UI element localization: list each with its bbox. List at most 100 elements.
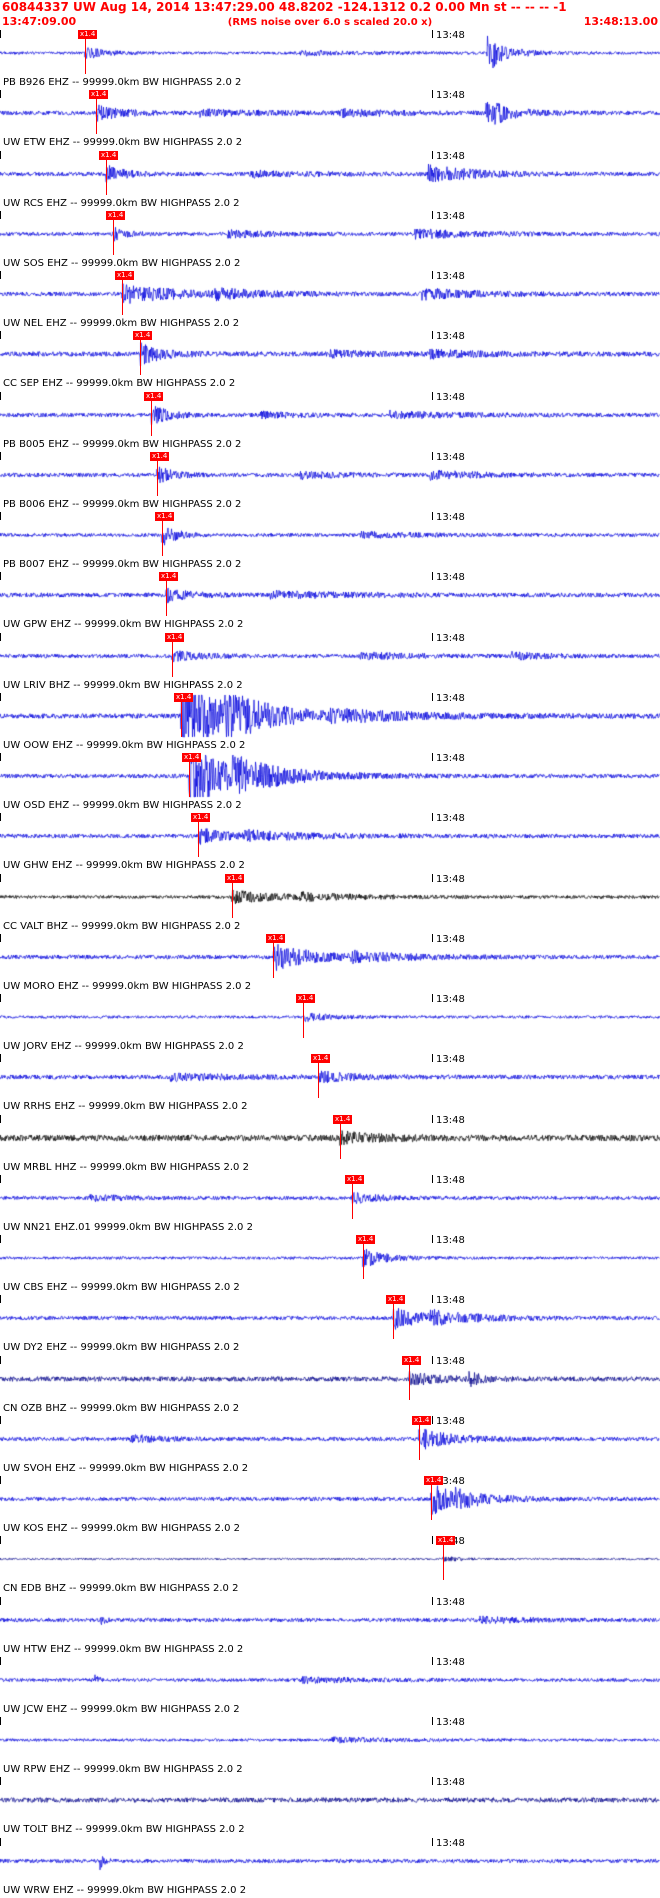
waveform-canvas[interactable] xyxy=(0,512,660,558)
pick-flag[interactable]: x1.4 xyxy=(144,391,164,401)
pick-flag[interactable]: x1.4 xyxy=(356,1235,376,1244)
pick-flag[interactable]: x1.4 xyxy=(106,210,126,220)
station-label: UW OSD EHZ -- 99999.0km BW HIGHPASS 2.0 … xyxy=(3,800,242,811)
waveform-canvas[interactable] xyxy=(0,1476,660,1522)
trace-row: 13:48 x1.4 UW OSD EHZ -- 99999.0km BW HI… xyxy=(0,753,660,813)
waveform-canvas[interactable] xyxy=(0,1536,660,1583)
row-start-tick xyxy=(0,331,1,340)
pick-line xyxy=(303,1003,304,1038)
pick-flag[interactable]: x1.4 xyxy=(311,1054,331,1064)
pick-flag[interactable]: x1.4 xyxy=(155,512,175,521)
pick-line xyxy=(157,460,158,496)
pick-flag[interactable]: x1.4 xyxy=(296,994,316,1003)
waveform-canvas[interactable] xyxy=(0,90,660,137)
pick-flag[interactable]: x1.4 xyxy=(436,1536,456,1546)
waveform-canvas[interactable] xyxy=(0,271,660,317)
pick-flag[interactable]: x1.4 xyxy=(345,1174,365,1184)
waveform-canvas[interactable] xyxy=(0,1415,660,1462)
time-tick-label: 13:48 xyxy=(436,1235,465,1246)
waveform-canvas[interactable] xyxy=(0,1596,660,1643)
waveform-canvas[interactable] xyxy=(0,873,660,920)
waveform-canvas[interactable] xyxy=(0,753,660,799)
minute-tick xyxy=(432,1717,433,1725)
waveform-canvas[interactable] xyxy=(0,451,660,498)
trace-row: 13:48 x1.4 UW MRBL HHZ -- 99999.0km BW H… xyxy=(0,1114,660,1175)
waveform-canvas[interactable] xyxy=(0,1355,660,1402)
waveform-canvas[interactable] xyxy=(0,1295,660,1342)
pick-line xyxy=(172,641,173,677)
waveform-canvas[interactable] xyxy=(0,933,660,980)
row-start-tick xyxy=(0,391,1,400)
minute-tick xyxy=(432,1114,433,1123)
time-tick-label: 13:48 xyxy=(436,1114,465,1126)
trace-row: 13:48 x1.4 UW DY2 EHZ -- 99999.0km BW HI… xyxy=(0,1295,660,1355)
waveform-canvas[interactable] xyxy=(0,331,660,378)
row-start-tick xyxy=(0,150,1,159)
pick-line xyxy=(85,39,86,74)
pick-flag[interactable]: x1.4 xyxy=(89,90,109,100)
pick-flag[interactable]: x1.4 xyxy=(115,271,135,280)
minute-tick xyxy=(432,632,433,641)
pick-flag[interactable]: x1.4 xyxy=(266,933,286,943)
pick-flag[interactable]: x1.4 xyxy=(225,873,245,883)
time-tick-label: 13:48 xyxy=(436,1174,465,1186)
pick-line xyxy=(181,701,182,737)
station-label: UW MORO EHZ -- 99999.0km BW HIGHPASS 2.0… xyxy=(3,980,252,992)
pick-flag[interactable]: x1.4 xyxy=(182,753,202,762)
waveform-canvas[interactable] xyxy=(0,813,660,860)
waveform-canvas[interactable] xyxy=(0,210,660,257)
pick-flag[interactable]: x1.4 xyxy=(78,30,98,39)
waveform-canvas[interactable] xyxy=(0,692,660,739)
station-label: CN EDB BHZ -- 99999.0km BW HIGHPASS 2.0 … xyxy=(3,1583,239,1595)
waveform-canvas[interactable] xyxy=(0,1114,660,1161)
pick-flag[interactable]: x1.4 xyxy=(150,451,170,461)
trace-row: 13:48 x1.4 UW NN21 EHZ.01 99999.0km BW H… xyxy=(0,1174,660,1235)
pick-line xyxy=(140,340,141,376)
row-start-tick xyxy=(0,753,1,761)
pick-flag[interactable]: x1.4 xyxy=(191,813,211,823)
waveform-canvas[interactable] xyxy=(0,632,660,679)
time-tick-label: 13:48 xyxy=(436,271,465,282)
waveform-canvas[interactable] xyxy=(0,1235,660,1281)
waveform-canvas[interactable] xyxy=(0,391,660,438)
pick-flag[interactable]: x1.4 xyxy=(133,331,153,341)
time-tick-label: 13:48 xyxy=(436,331,465,343)
row-start-tick xyxy=(0,1174,1,1183)
pick-flag[interactable]: x1.4 xyxy=(159,572,179,582)
row-start-tick xyxy=(0,210,1,219)
pick-flag[interactable]: x1.4 xyxy=(402,1355,422,1365)
scale-note: (RMS noise over 6.0 s scaled 20.0 x) xyxy=(227,17,433,28)
row-start-tick xyxy=(0,1777,1,1786)
waveform-canvas[interactable] xyxy=(0,572,660,619)
waveform-canvas[interactable] xyxy=(0,1717,660,1763)
pick-flag[interactable]: x1.4 xyxy=(174,692,194,702)
time-tick-label: 13:48 xyxy=(436,933,465,945)
row-start-tick xyxy=(0,1536,1,1545)
time-tick-label: 13:48 xyxy=(436,632,465,644)
waveform-canvas[interactable] xyxy=(0,1777,660,1824)
waveform-canvas[interactable] xyxy=(0,994,660,1040)
row-start-tick xyxy=(0,572,1,581)
pick-flag[interactable]: x1.4 xyxy=(412,1415,432,1425)
pick-line xyxy=(431,1485,432,1520)
waveform-canvas[interactable] xyxy=(0,1656,660,1703)
waveform-canvas[interactable] xyxy=(0,30,660,76)
window-start-time: 13:47:09.00 xyxy=(2,15,77,28)
pick-flag[interactable]: x1.4 xyxy=(386,1295,406,1305)
time-tick-label: 13:48 xyxy=(436,1054,465,1066)
waveform-canvas[interactable] xyxy=(0,1837,660,1884)
pick-flag[interactable]: x1.4 xyxy=(165,632,185,642)
waveform-canvas[interactable] xyxy=(0,1174,660,1221)
pick-flag[interactable]: x1.4 xyxy=(333,1114,353,1124)
time-tick-label: 13:48 xyxy=(436,451,465,463)
pick-line xyxy=(106,159,107,195)
station-label: UW LRIV BHZ -- 99999.0km BW HIGHPASS 2.0… xyxy=(3,679,243,691)
pick-flag[interactable]: x1.4 xyxy=(424,1476,444,1485)
minute-tick xyxy=(432,90,433,99)
pick-flag[interactable]: x1.4 xyxy=(99,150,119,160)
time-window-bar: 13:47:09.00 (RMS noise over 6.0 s scaled… xyxy=(0,15,660,30)
station-label: UW GPW EHZ -- 99999.0km BW HIGHPASS 2.0 … xyxy=(3,619,244,631)
row-start-tick xyxy=(0,1054,1,1063)
pick-line xyxy=(232,882,233,918)
trace-row: 13:48 x1.4 PB B006 EHZ -- 99999.0km BW H… xyxy=(0,451,660,512)
